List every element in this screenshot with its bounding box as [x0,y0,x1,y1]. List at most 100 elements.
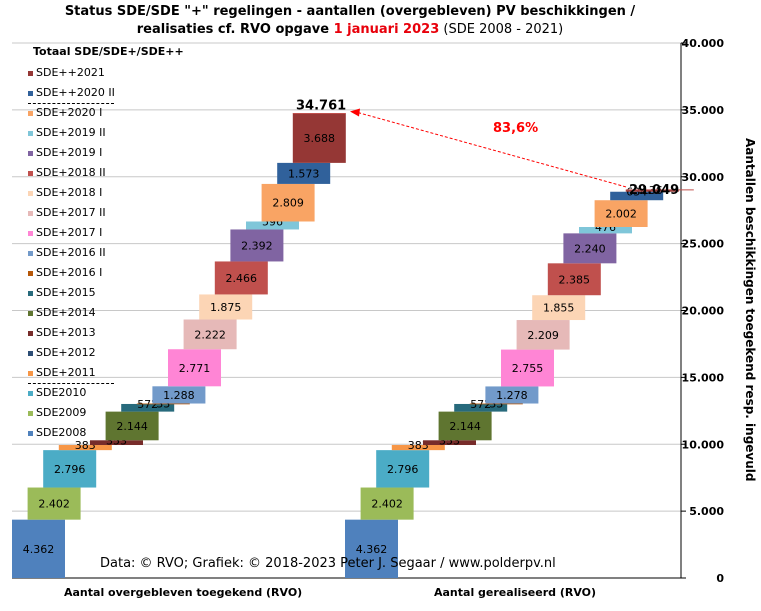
bar-segment [43,450,97,488]
bar-segment [376,450,430,488]
bar-data-label: 2.771 [179,362,211,375]
bar-segment [152,386,206,404]
total-label: 34.761 [296,99,346,114]
bar-data-label: 2.385 [559,273,591,286]
bar-segment [214,261,268,295]
bar-segment [563,233,617,264]
bar-segment [261,183,315,222]
legend-label: SDE+2020 I [36,106,103,119]
legend-swatch [28,310,33,316]
legend-swatch [28,70,33,76]
legend-swatch [28,190,33,196]
legend-swatch [28,90,33,96]
legend-swatch [28,270,33,276]
legend-item: SDE++2021 [28,66,184,86]
legend-title: Totaal SDE/SDE+/SDE++ [33,45,184,58]
bar-segment [12,519,65,578]
legend-swatch [28,370,33,376]
arrow-head [350,108,360,117]
bar-segment [625,189,679,192]
legend: Totaal SDE/SDE+/SDE++ SDE++2021 SDE++2020… [28,45,184,446]
bar-data-label: 2.002 [605,208,637,221]
legend-separator [28,103,114,104]
bar-segment [345,519,398,578]
bar-segment [579,226,632,234]
bar-segment [292,113,346,163]
legend-item: SDE+2012 [28,346,184,366]
legend-label: SDE+2016 II [36,246,106,259]
bar-segment [136,403,190,405]
legend-swatch [28,290,33,296]
bar-data-label: 2.240 [574,242,606,255]
legend-item: SDE+2019 II [28,126,184,146]
bar-segment [199,294,253,320]
legend-item: SDE2009 [28,406,184,426]
bar-data-label: 2.392 [241,239,273,252]
y-axis-label: Aantallen beschikkingen toegekend resp. … [743,138,757,482]
y-tick-label: 25.000 [682,238,725,251]
y-tick-label: 40.000 [682,37,725,50]
legend-swatch [28,150,33,156]
legend-label: SDE+2014 [36,306,96,319]
credit-text: Data: © RVO; Grafiek: © 2018-2023 Peter … [100,556,556,571]
bar-segment [532,295,586,321]
bar-data-label: 2.144 [116,420,148,433]
bar-segment [277,162,331,184]
chart-title-line2: realisaties cf. RVO opgave 1 januari 202… [0,22,700,37]
legend-swatch [28,170,33,176]
legend-item: SDE+2015 [28,286,184,306]
bar-segment [121,403,175,412]
bar-segment [423,440,476,446]
bar-segment [391,445,445,451]
legend-item: SDE+2017 I [28,226,184,246]
legend-item: SDE2008 [28,426,184,446]
bar-segment [610,191,664,201]
y-tick-label: 15.000 [682,371,725,384]
legend-item: SDE+2020 I [28,106,184,126]
legend-label: SDE+2013 [36,326,96,339]
legend-item: SDE+2018 II [28,166,184,186]
bar-data-label: 2.796 [387,463,419,476]
bar-data-label: 1.573 [288,167,320,180]
bar-segment [516,320,570,350]
bar-data-label: 2.144 [449,420,481,433]
bar-segment [246,221,299,230]
bar-segment [454,403,508,412]
bar-data-label: 2.402 [371,498,403,511]
bar-data-label: 634 [626,186,647,199]
legend-label: SDE+2019 I [36,146,103,159]
legend-item: SDE+2018 I [28,186,184,206]
legend-swatch [28,130,33,136]
bar-segment [360,487,414,520]
bar-data-label: 2.466 [226,272,258,285]
y-tick-label: 20.000 [682,305,725,318]
percentage-annotation: 83,6% [493,121,538,136]
bar-data-label: 1.278 [496,389,528,402]
bar-data-label: 4.362 [356,543,388,556]
legend-label: SDE+2018 II [36,166,106,179]
bar-segment [594,200,648,227]
legend-label: SDE2009 [36,406,87,419]
bar-segment [90,440,143,446]
legend-item: SDE+2019 I [28,146,184,166]
legend-item: SDE+2017 II [28,206,184,226]
bar-segment [183,319,237,350]
title-date: 1 januari 2023 [333,22,440,37]
bar-segment [58,445,112,451]
legend-label: SDE2008 [36,426,87,439]
bar-data-label: 2.209 [527,329,559,342]
y-tick-label: 5.000 [689,505,724,518]
legend-swatch [28,210,33,216]
legend-separator [28,383,114,384]
legend-item: SDE+2016 I [28,266,184,286]
bar-data-label: 2.755 [512,362,544,375]
legend-item: SDE+2014 [28,306,184,326]
bar-segment [168,349,221,387]
bar-segment [230,229,284,262]
bar-data-label: 2.809 [272,197,304,210]
legend-swatch [28,350,33,356]
bar-data-label: 2.402 [38,498,70,511]
legend-label: SDE+2019 II [36,126,106,139]
legend-swatch [28,330,33,336]
